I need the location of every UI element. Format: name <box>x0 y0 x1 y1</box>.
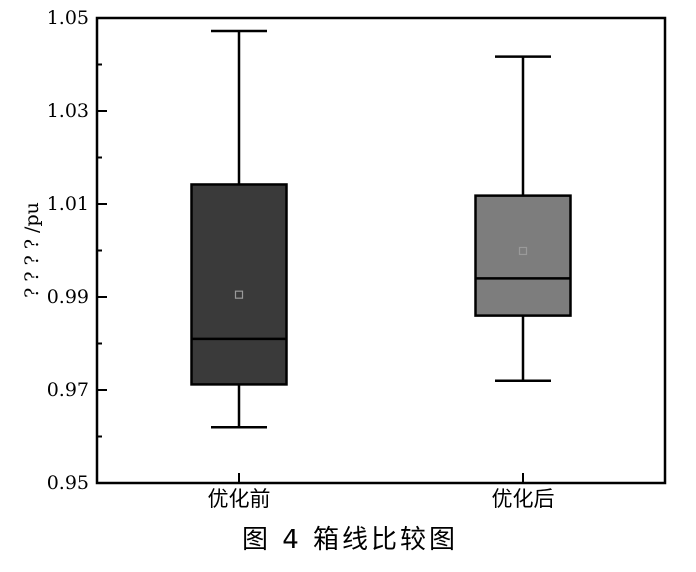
boxes-group <box>190 29 572 429</box>
iqr-box <box>474 194 572 317</box>
y-tick-label: 1.05 <box>47 7 89 29</box>
plot-frame <box>95 16 667 485</box>
y-tick-label: 0.97 <box>47 379 89 401</box>
x-category-label: 优化前 <box>208 487 271 511</box>
y-tick-label: 1.03 <box>47 100 89 122</box>
x-category-label: 优化后 <box>492 487 555 511</box>
box-2 <box>474 55 572 382</box>
box-1 <box>190 29 288 429</box>
mean-marker <box>234 290 244 299</box>
mean-marker <box>518 246 528 256</box>
y-tick-label: 0.99 <box>47 286 89 308</box>
y-axis-ticks: 0.95 0.97 0.99 1.01 1.03 1.05 <box>47 7 107 494</box>
x-axis-categories: 优化前 优化后 <box>208 473 555 511</box>
y-axis-label: ? ? ? ? /pu <box>21 202 43 298</box>
figure-caption: 图 4 箱线比较图 <box>242 525 458 555</box>
y-tick-label: 0.95 <box>47 472 89 494</box>
y-tick-label: 1.01 <box>47 193 89 215</box>
iqr-box <box>190 183 288 386</box>
